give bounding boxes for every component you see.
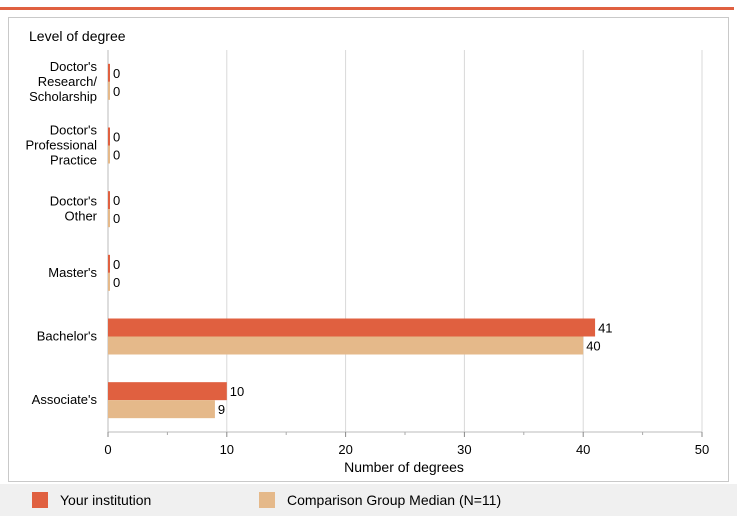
bar-comparison-median <box>108 272 110 291</box>
bar-your-institution <box>108 191 110 210</box>
bar-comparison-median <box>108 81 110 100</box>
category-label: Doctor's Research/Scholarship <box>29 59 97 104</box>
bar-your-institution <box>108 318 596 337</box>
bar-chart: Level of degree 0 0 0 0 0 0 0 0 41 40 10 9 Doctor's… <box>25 28 709 475</box>
bar-value-label: 0 <box>113 211 120 226</box>
category-label: Doctor's Other <box>50 194 98 224</box>
x-axis-label: Number of degrees <box>344 459 464 475</box>
x-tick-label: 40 <box>576 442 590 457</box>
category-label: Bachelor's <box>37 329 98 344</box>
bar-your-institution <box>108 254 110 273</box>
bar-value-label: 0 <box>113 193 120 208</box>
bar-your-institution <box>108 382 227 401</box>
category-label: Associate's <box>32 392 98 407</box>
legend-item-your-institution: Your institution <box>32 492 151 508</box>
bar-comparison-median <box>108 400 215 419</box>
bar-value-label: 0 <box>113 148 120 163</box>
x-tick-label: 30 <box>457 442 471 457</box>
bar-comparison-median <box>108 336 584 355</box>
top-accent-rule <box>0 7 734 10</box>
bar-value-label: 41 <box>598 321 612 336</box>
bar-value-label: 0 <box>113 257 120 272</box>
bar-value-label: 9 <box>218 402 225 417</box>
bar-value-label: 0 <box>113 275 120 290</box>
bar-your-institution <box>108 63 110 82</box>
category-label: Master's <box>48 265 97 280</box>
legend-item-comparison-median: Comparison Group Median (N=11) <box>259 492 501 508</box>
chart-title: Level of degree <box>29 28 126 44</box>
legend-label-your-institution: Your institution <box>60 492 152 508</box>
x-tick-label: 50 <box>695 442 709 457</box>
bar-value-label: 10 <box>230 384 244 399</box>
bar-comparison-median <box>108 145 110 164</box>
bar-your-institution <box>108 127 110 146</box>
bar-value-label: 0 <box>113 66 120 81</box>
bar-value-label: 40 <box>586 339 600 354</box>
bar-comparison-median <box>108 209 110 228</box>
category-label: Doctor's Professional Practice <box>25 123 97 168</box>
legend-swatch-comparison-median <box>259 492 275 508</box>
legend: Your institution Comparison Group Median… <box>0 484 737 516</box>
legend-swatch-your-institution <box>32 492 48 508</box>
x-tick-label: 0 <box>104 442 111 457</box>
x-tick-label: 10 <box>220 442 234 457</box>
bar-value-label: 0 <box>113 84 120 99</box>
legend-label-comparison-median: Comparison Group Median (N=11) <box>287 492 502 508</box>
bar-value-label: 0 <box>113 130 120 145</box>
x-tick-label: 20 <box>338 442 352 457</box>
